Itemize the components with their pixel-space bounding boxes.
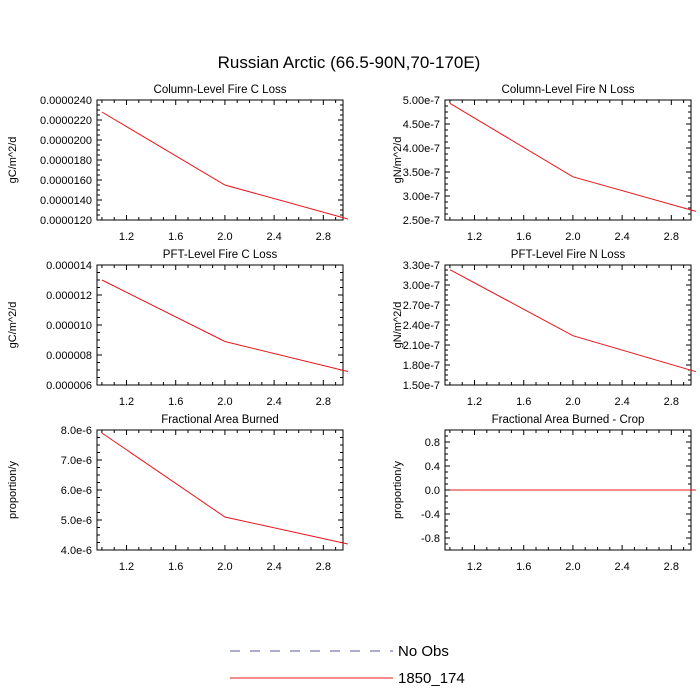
panel-title: Fractional Area Burned — [161, 414, 279, 426]
x-tick-label: 1.2 — [467, 561, 482, 573]
y-tick-label: 0.000012 — [46, 290, 92, 302]
x-tick-label: 2.4 — [266, 396, 281, 408]
series-line — [101, 432, 349, 545]
panel-title: Fractional Area Burned - Crop — [492, 414, 645, 426]
y-tick-label: 1.80e-7 — [403, 360, 440, 372]
chart-panel: Fractional Area Burned - Crop proportion/… — [392, 414, 696, 573]
chart-panel: Column-Level Fire C Loss gC/m^2/d 1.2 1.6 2.… — [7, 84, 349, 243]
y-tick-label: -0.8 — [421, 533, 440, 545]
y-axis-label: gN/m^2/d — [392, 302, 404, 349]
y-tick-label: 0.0 — [425, 485, 440, 497]
plot-frame — [96, 264, 344, 386]
y-tick-label: 0.0000120 — [40, 215, 92, 227]
y-tick-label: 0.000014 — [46, 260, 92, 272]
y-tick-label: 2.50e-7 — [403, 215, 440, 227]
series-line — [101, 111, 349, 220]
panel-title: PFT-Level Fire N Loss — [511, 249, 626, 261]
y-axis-label: proportion/y — [392, 460, 404, 519]
x-tick-label: 1.6 — [516, 561, 531, 573]
y-tick-label: 3.50e-7 — [403, 167, 440, 179]
y-tick-label: 0.000008 — [46, 350, 92, 362]
y-tick-label: 6.0e-6 — [61, 485, 92, 497]
x-tick-label: 2.4 — [266, 561, 281, 573]
x-tick-label: 1.2 — [467, 231, 482, 243]
y-tick-label: 1.50e-7 — [403, 380, 440, 392]
plot-frame — [444, 99, 692, 221]
chart-panel: PFT-Level Fire N Loss gN/m^2/d 1.2 1.6 2.0 2.… — [392, 249, 697, 408]
y-tick-label: 0.8 — [425, 437, 440, 449]
x-tick-label: 1.2 — [119, 396, 134, 408]
series-line — [101, 279, 349, 372]
y-tick-label: 5.0e-6 — [61, 515, 92, 527]
x-tick-label: 2.4 — [266, 231, 281, 243]
y-tick-label: 0.0000140 — [40, 195, 92, 207]
y-tick-label: 0.000006 — [46, 380, 92, 392]
x-tick-label: 2.4 — [614, 561, 629, 573]
series-line — [449, 102, 697, 212]
legend-label: 1850_174 — [398, 670, 465, 687]
y-tick-label: 3.00e-7 — [403, 280, 440, 292]
y-tick-label: 0.000010 — [46, 320, 92, 332]
x-tick-label: 1.6 — [168, 231, 183, 243]
figure-title: Russian Arctic (66.5-90N,70-170E) — [218, 53, 481, 72]
plot-frame — [444, 264, 692, 386]
x-tick-label: 1.2 — [467, 396, 482, 408]
chart-panel: Fractional Area Burned proportion/y 1.2 1.6… — [7, 414, 349, 573]
y-tick-label: 0.0000240 — [40, 95, 92, 107]
x-tick-label: 2.4 — [614, 396, 629, 408]
y-tick-label: 5.00e-7 — [403, 95, 440, 107]
y-tick-label: 4.00e-7 — [403, 143, 440, 155]
y-tick-label: 8.0e-6 — [61, 425, 92, 437]
y-tick-label: 0.0000200 — [40, 135, 92, 147]
x-tick-label: 1.6 — [168, 561, 183, 573]
y-tick-label: 4.0e-6 — [61, 545, 92, 557]
x-tick-label: 2.0 — [217, 231, 232, 243]
y-tick-label: 3.30e-7 — [403, 260, 440, 272]
legend-label: No Obs — [398, 643, 449, 660]
x-tick-label: 2.0 — [565, 561, 580, 573]
chart-panel: Column-Level Fire N Loss gN/m^2/d 1.2 1.6 2.… — [392, 84, 697, 243]
x-tick-label: 2.4 — [614, 231, 629, 243]
x-tick-label: 1.2 — [119, 231, 134, 243]
plot-frame — [96, 429, 344, 551]
panel-title: Column-Level Fire N Loss — [502, 84, 635, 96]
y-axis-label: gC/m^2/d — [7, 302, 19, 349]
y-tick-label: 2.70e-7 — [403, 300, 440, 312]
y-tick-label: 2.40e-7 — [403, 320, 440, 332]
y-tick-label: 0.4 — [425, 461, 440, 473]
series-line — [449, 269, 697, 373]
x-tick-label: 2.8 — [664, 231, 679, 243]
x-tick-label: 2.8 — [316, 396, 331, 408]
x-tick-label: 2.0 — [565, 396, 580, 408]
x-tick-label: 2.8 — [664, 396, 679, 408]
y-tick-label: 2.10e-7 — [403, 340, 440, 352]
y-tick-label: 3.00e-7 — [403, 191, 440, 203]
chart-panel: PFT-Level Fire C Loss gC/m^2/d 1.2 1.6 2.0 2.… — [7, 249, 349, 408]
x-tick-label: 2.0 — [217, 561, 232, 573]
x-tick-label: 1.6 — [516, 396, 531, 408]
y-tick-label: 7.0e-6 — [61, 455, 92, 467]
panel-title: Column-Level Fire C Loss — [154, 84, 287, 96]
x-tick-label: 2.8 — [664, 561, 679, 573]
y-tick-label: -0.4 — [421, 509, 440, 521]
x-tick-label: 1.2 — [119, 561, 134, 573]
x-tick-label: 2.8 — [316, 561, 331, 573]
y-axis-label: proportion/y — [7, 460, 19, 519]
panels: Column-Level Fire C Loss gC/m^2/d 1.2 1.6 2.… — [7, 84, 697, 573]
y-tick-label: 0.0000220 — [40, 115, 92, 127]
x-tick-label: 2.8 — [316, 231, 331, 243]
legend: No Obs 1850_174 — [230, 643, 465, 687]
x-tick-label: 2.0 — [217, 396, 232, 408]
x-tick-label: 1.6 — [168, 396, 183, 408]
panel-title: PFT-Level Fire C Loss — [163, 249, 278, 261]
x-tick-label: 1.6 — [516, 231, 531, 243]
x-tick-label: 2.0 — [565, 231, 580, 243]
y-tick-label: 0.0000180 — [40, 155, 92, 167]
y-axis-label: gN/m^2/d — [392, 137, 404, 184]
y-tick-label: 0.0000160 — [40, 175, 92, 187]
y-tick-label: 4.50e-7 — [403, 119, 440, 131]
plot-frame — [96, 99, 344, 221]
y-axis-label: gC/m^2/d — [7, 137, 19, 184]
